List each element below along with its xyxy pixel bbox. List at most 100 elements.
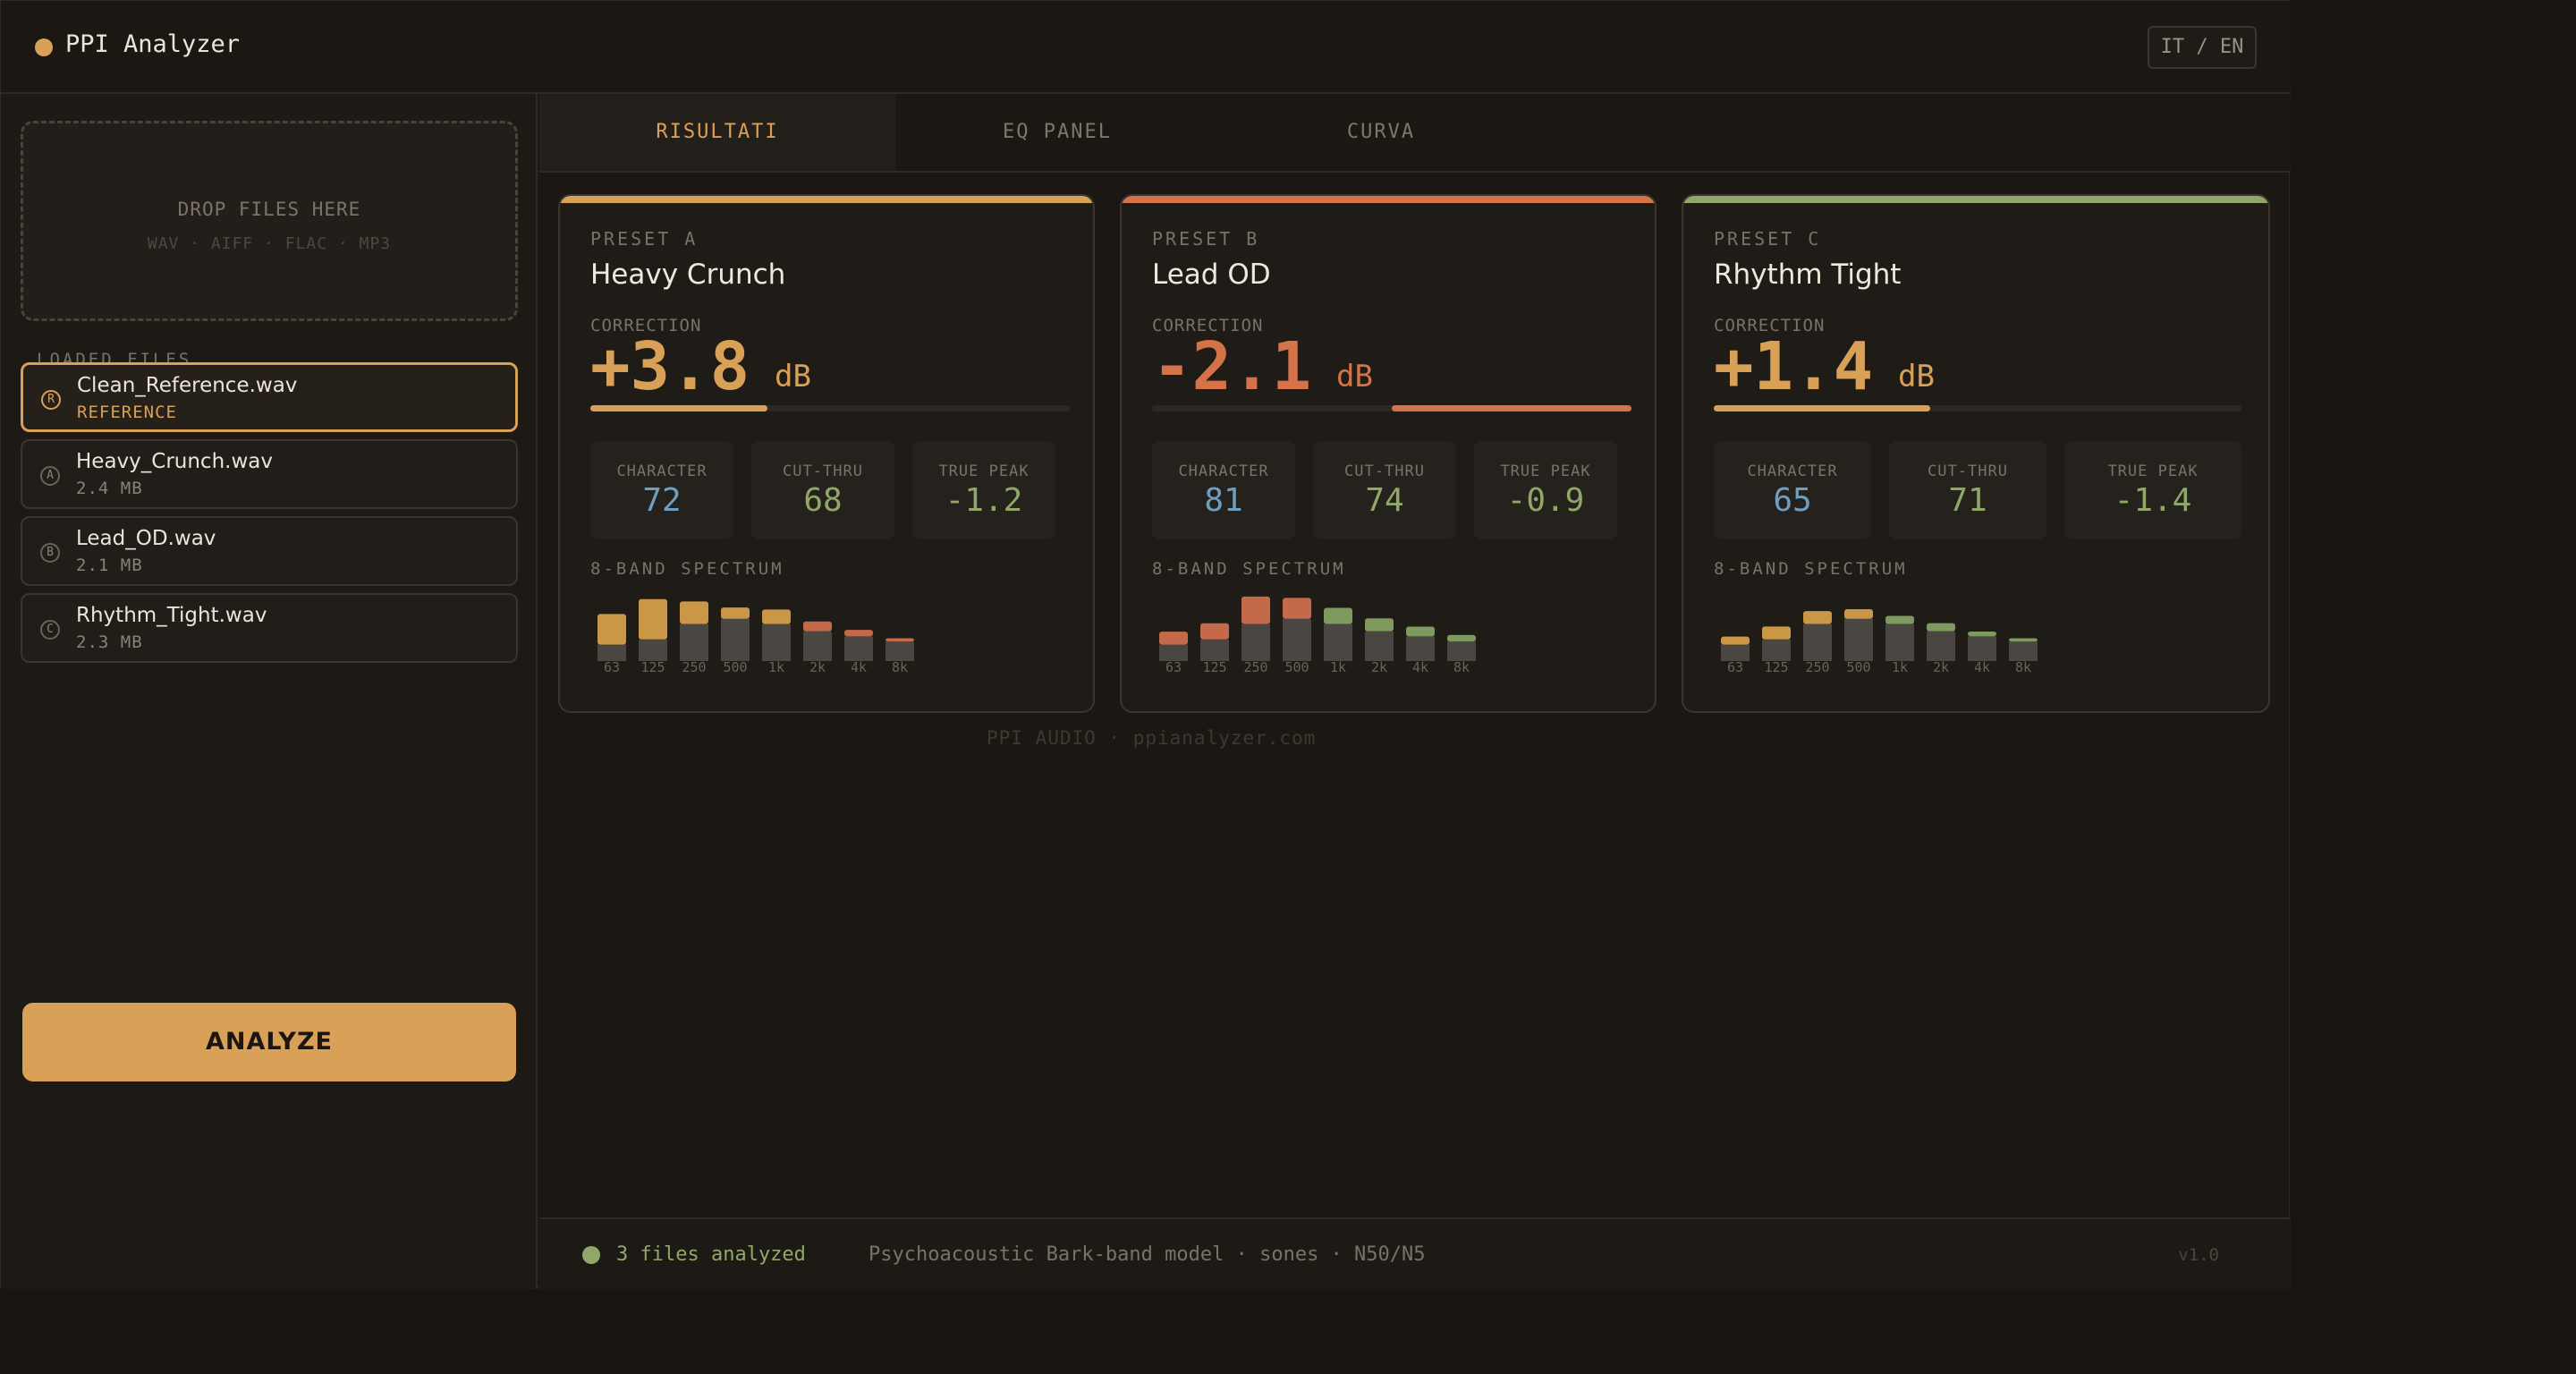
spectrum-delta-bar [1885, 615, 1914, 624]
spectrum-band-label: 500 [723, 659, 747, 675]
spectrum-delta-bar [1447, 634, 1476, 642]
card-accent-bar [1122, 196, 1655, 203]
spectrum-base-bar [803, 631, 832, 661]
metric-value: -1.4 [2114, 482, 2192, 519]
spectrum-delta-bar [762, 609, 791, 624]
metric-cut-thru: CUT-THRU 71 [1889, 441, 2046, 539]
tab-eq-panel[interactable]: EQ PANEL [1003, 121, 1112, 143]
correction-meter [1152, 405, 1631, 411]
spectrum-band-label: 250 [1243, 659, 1267, 675]
app-window: PPI Analyzer IT / EN DROP FILES HERE WAV… [0, 0, 2291, 1289]
spectrum-label: 8-BAND SPECTRUM [1714, 559, 1908, 579]
correction-label: CORRECTION [1714, 316, 1826, 335]
spectrum-base-bar [844, 636, 873, 661]
file-size: 2.3 MB [76, 632, 143, 652]
spectrum-band-label: 63 [604, 659, 620, 675]
correction-unit: dB [1336, 359, 1373, 394]
spectrum-delta-bar [1762, 626, 1791, 640]
spectrum-band-label: 63 [1165, 659, 1182, 675]
spectrum-base-bar [1406, 636, 1435, 661]
spectrum-band-label: 1k [1330, 659, 1346, 675]
metric-label: CUT-THRU [1344, 462, 1425, 480]
spectrum-chart: 63 125 250 500 1k 2k 4k 8k [1159, 596, 1476, 675]
correction-meter-fill [1714, 405, 1930, 411]
preset-a-badge-icon: A [40, 466, 60, 486]
metric-value: -0.9 [1506, 482, 1585, 519]
correction-value: -2.1 [1152, 328, 1312, 405]
tab-risultati[interactable]: RISULTATI [539, 94, 895, 171]
file-item-rhythm-tight[interactable]: C Rhythm_Tight.wav 2.3 MB [21, 593, 518, 663]
dropzone-title: DROP FILES HERE [177, 199, 361, 220]
spectrum-band-label: 250 [1805, 659, 1829, 675]
preset-label: PRESET A [590, 228, 699, 250]
spectrum-base-bar [597, 644, 626, 661]
spectrum-base-bar [680, 623, 708, 661]
card-accent-bar [1683, 196, 2268, 203]
correction-meter-fill [590, 405, 768, 411]
logo-dot-icon [35, 38, 53, 56]
spectrum-delta-bar [639, 598, 667, 640]
top-bar: PPI Analyzer IT / EN [1, 1, 2291, 94]
spectrum-band-label: 125 [1202, 659, 1226, 675]
analyze-button[interactable]: ANALYZE [22, 1003, 516, 1081]
spectrum-delta-bar [2009, 638, 2038, 642]
metric-label: CHARACTER [1178, 462, 1269, 480]
correction-label: CORRECTION [1152, 316, 1264, 335]
file-name: Rhythm_Tight.wav [76, 604, 267, 627]
spectrum-base-bar [1968, 636, 1996, 661]
spectrum-delta-bar [803, 621, 832, 632]
spectrum-label: 8-BAND SPECTRUM [1152, 559, 1346, 579]
spectrum-band-label: 2k [1933, 659, 1949, 675]
spectrum-base-bar [1762, 639, 1791, 661]
metric-value: 72 [642, 482, 682, 519]
metric-label: CHARACTER [616, 462, 708, 480]
metric-character: CHARACTER 72 [590, 441, 733, 539]
correction-meter-fill [1392, 405, 1631, 411]
language-toggle-button[interactable]: IT / EN [2148, 26, 2257, 69]
spectrum-base-bar [886, 641, 914, 661]
spectrum-band-label: 500 [1846, 659, 1870, 675]
correction-meter [1714, 405, 2241, 411]
preset-name: Heavy Crunch [590, 259, 786, 291]
spectrum-base-bar [639, 639, 667, 661]
spectrum-base-bar [1885, 623, 1914, 661]
status-files-analyzed: 3 files analyzed [616, 1243, 806, 1266]
spectrum-delta-bar [1721, 636, 1750, 645]
spectrum-base-bar [721, 618, 750, 661]
file-item-clean-reference[interactable]: R Clean_Reference.wav REFERENCE [21, 362, 518, 432]
metric-label: CUT-THRU [1928, 462, 2008, 480]
spectrum-delta-bar [680, 601, 708, 624]
status-bar: 3 files analyzed Psychoacoustic Bark-ban… [539, 1217, 2291, 1289]
file-item-lead-od[interactable]: B Lead_OD.wav 2.1 MB [21, 516, 518, 586]
file-size: 2.4 MB [76, 479, 143, 498]
spectrum-base-bar [1927, 631, 1955, 661]
metric-true-peak: TRUE PEAK -1.4 [2064, 441, 2241, 539]
spectrum-delta-bar [1927, 623, 1955, 632]
tab-curva[interactable]: CURVA [1346, 121, 1416, 143]
spectrum-base-bar [1803, 623, 1832, 661]
preset-card-c: PRESET C Rhythm Tight CORRECTION +1.4 dB… [1682, 194, 2270, 713]
spectrum-delta-bar [1200, 623, 1229, 640]
footer-brand: PPI AUDIO · ppianalyzer.com [987, 727, 1317, 749]
correction-label: CORRECTION [590, 316, 702, 335]
dropzone-formats: WAV · AIFF · FLAC · MP3 [147, 234, 392, 253]
file-item-heavy-crunch[interactable]: A Heavy_Crunch.wav 2.4 MB [21, 439, 518, 509]
spectrum-band-label: 1k [768, 659, 784, 675]
spectrum-delta-bar [1844, 608, 1873, 619]
metric-label: TRUE PEAK [938, 462, 1030, 480]
metric-character: CHARACTER 65 [1714, 441, 1871, 539]
spectrum-base-bar [1159, 644, 1188, 661]
preset-label: PRESET B [1152, 228, 1260, 250]
file-name: Heavy_Crunch.wav [76, 450, 273, 473]
spectrum-base-bar [762, 623, 791, 661]
spectrum-band-label: 500 [1284, 659, 1309, 675]
preset-label: PRESET C [1714, 228, 1822, 250]
metric-value: 71 [1948, 482, 1987, 519]
metric-character: CHARACTER 81 [1152, 441, 1295, 539]
preset-c-badge-icon: C [40, 620, 60, 640]
file-dropzone[interactable]: DROP FILES HERE WAV · AIFF · FLAC · MP3 [21, 121, 518, 321]
card-accent-bar [560, 196, 1093, 203]
file-size: 2.1 MB [76, 556, 143, 575]
spectrum-base-bar [1283, 618, 1311, 661]
file-name: Clean_Reference.wav [77, 374, 298, 397]
